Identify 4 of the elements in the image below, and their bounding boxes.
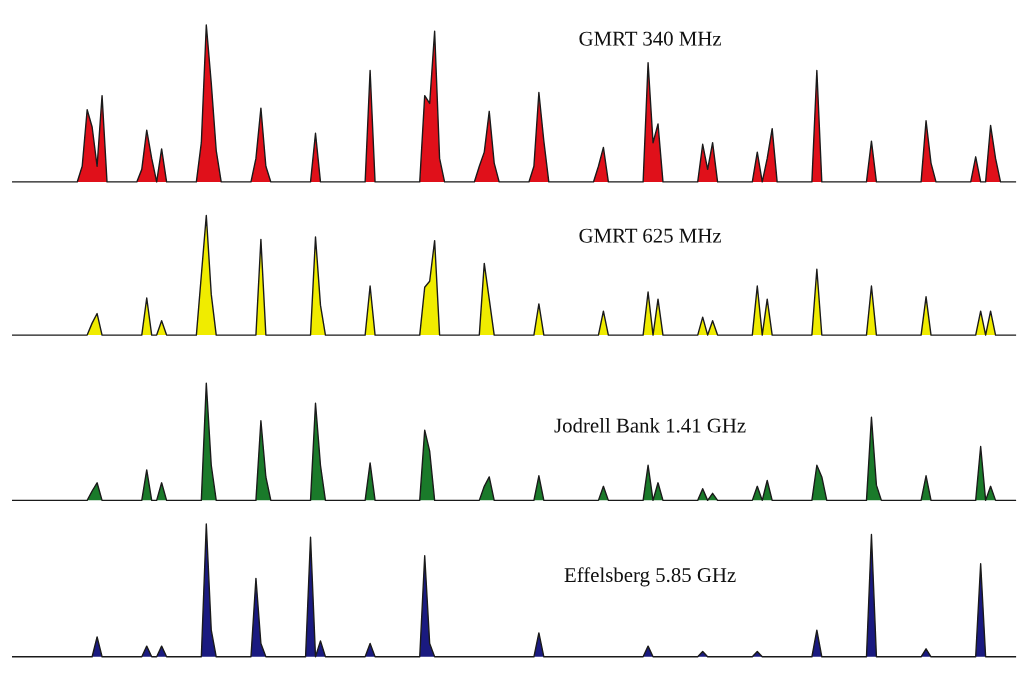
chart-title: GMRT 340 MHz [579, 31, 722, 46]
text: Jodrell Bank 1.41 GHz [554, 417, 746, 433]
text: Effelsberg 5.85 GHz [564, 567, 736, 587]
chart-title: GMRT 625 MHz [579, 228, 722, 243]
